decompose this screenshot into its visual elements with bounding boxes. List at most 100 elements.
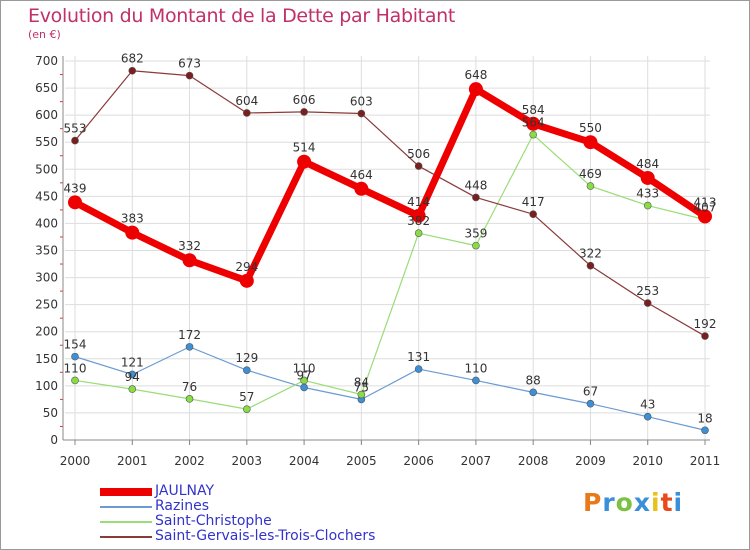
proxiti-logo: Proxiti [583,488,683,517]
data-point [411,208,426,223]
x-tick-label: 2010 [632,454,663,468]
axes [60,56,710,445]
data-label: 129 [235,351,258,365]
data-point [643,299,652,307]
y-tick-label: 650 [35,81,58,95]
data-label: 172 [178,328,201,342]
x-tick-label: 2004 [289,454,320,468]
data-label: 448 [464,178,487,192]
data-label: 682 [121,52,144,66]
data-point [529,210,537,219]
data-point [243,405,251,413]
data-point [698,209,712,224]
data-point [414,162,423,170]
legend-label: Saint-Gervais-les-Trois-Clochers [155,528,376,544]
x-tick-label: 2011 [690,454,721,468]
series-line [74,70,706,337]
data-point [300,108,308,116]
data-point [586,182,595,190]
data-label: 673 [178,57,201,71]
data-point [185,71,194,80]
data-point [414,229,423,237]
y-tick-label: 0 [50,433,58,447]
x-tick-label: 2000 [60,454,91,468]
y-tick-label: 100 [35,379,58,393]
x-tick-label: 2003 [232,454,263,468]
data-label: 413 [694,195,717,209]
legend-swatch [100,535,152,539]
data-point [300,383,308,392]
data-label: 332 [178,239,201,253]
data-label: 110 [293,361,316,375]
legend-label: Saint-Christophe [155,513,272,529]
data-label: 131 [407,350,430,364]
chart-title: Evolution du Montant de la Dette par Hab… [28,5,456,27]
data-label: 84 [354,376,369,390]
x-tick-label: 2009 [575,454,606,468]
legend-swatch [100,520,152,524]
data-label: 154 [64,338,87,352]
logo-letter: r [602,488,616,517]
data-point [128,385,137,393]
data-point [297,154,312,169]
data-label: 110 [64,361,87,375]
data-label: 57 [239,390,254,404]
data-label: 604 [235,94,258,108]
data-point [643,201,652,210]
x-tick-label: 2007 [461,454,492,468]
data-label: 417 [522,195,545,209]
data-label: 88 [526,373,541,387]
data-label: 407 [694,201,717,215]
data-point [468,82,483,97]
data-label: 67 [583,385,598,399]
data-point [182,253,197,268]
data-label: 469 [579,167,602,181]
data-point [529,388,537,397]
data-label: 94 [125,370,140,384]
logo-letter: i [673,488,684,517]
x-tick-label: 2008 [518,454,549,468]
data-point [472,241,480,250]
y-tick-label: 500 [35,162,58,176]
logo-letter: i [651,488,661,517]
data-label: 322 [579,247,602,261]
data-label: 383 [121,212,144,226]
legend-swatch [100,505,152,509]
data-label: 110 [464,361,487,375]
legend-swatch [100,488,152,496]
y-tick-label: 250 [35,298,58,312]
data-label: 414 [407,195,430,209]
data-label: 75 [354,380,369,394]
x-tick-label: 2006 [403,454,434,468]
data-label: 18 [697,411,712,425]
tick-labels: 0 50 100 150 200 250 300 350 400 450 500 550 600 650 7… [35,54,720,468]
data-label: 121 [121,355,144,369]
y-tick-label: 400 [35,216,58,230]
data-point [71,352,79,361]
data-label: 192 [694,317,717,331]
data-point [239,273,254,288]
data-point [357,390,366,399]
data-label: 564 [522,116,545,130]
data-point [128,370,137,379]
series-line [74,134,706,410]
series-saint-christophe [71,130,709,413]
data-point [526,116,541,131]
y-tick-label: 50 [43,406,58,420]
data-label: 439 [64,181,87,195]
logo-letter: o [615,488,634,517]
data-label: 506 [407,147,430,161]
y-tick-label: 450 [35,189,58,203]
data-label: 43 [640,398,655,412]
data-point [529,130,537,139]
data-label: 584 [522,103,545,117]
data-label: 76 [182,380,197,394]
data-point [243,109,251,117]
data-label: 514 [293,141,316,155]
data-label: 253 [636,284,659,298]
series-line [73,85,707,285]
data-label: 359 [464,227,487,241]
data-point [643,412,652,421]
y-tick-label: 600 [35,108,58,122]
data-point [71,376,79,385]
